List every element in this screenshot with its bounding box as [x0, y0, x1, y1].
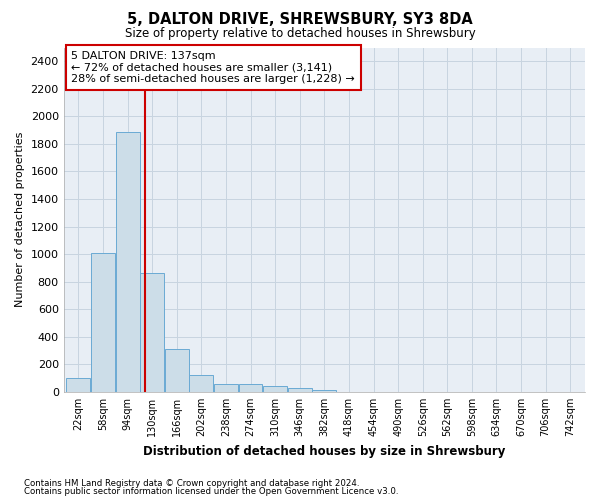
Text: 5 DALTON DRIVE: 137sqm
← 72% of detached houses are smaller (3,141)
28% of semi-: 5 DALTON DRIVE: 137sqm ← 72% of detached… [71, 51, 355, 84]
Bar [214, 384, 238, 392]
Bar [190, 376, 214, 392]
Bar [313, 390, 336, 392]
Bar [140, 274, 164, 392]
X-axis label: Distribution of detached houses by size in Shrewsbury: Distribution of detached houses by size … [143, 444, 506, 458]
Bar [239, 384, 262, 392]
Y-axis label: Number of detached properties: Number of detached properties [15, 132, 25, 308]
Text: Contains public sector information licensed under the Open Government Licence v3: Contains public sector information licen… [24, 487, 398, 496]
Bar [67, 378, 91, 392]
Text: Size of property relative to detached houses in Shrewsbury: Size of property relative to detached ho… [125, 28, 475, 40]
Bar [263, 386, 287, 392]
Bar [288, 388, 311, 392]
Text: Contains HM Land Registry data © Crown copyright and database right 2024.: Contains HM Land Registry data © Crown c… [24, 478, 359, 488]
Bar [116, 132, 140, 392]
Bar [165, 348, 189, 392]
Text: 5, DALTON DRIVE, SHREWSBURY, SY3 8DA: 5, DALTON DRIVE, SHREWSBURY, SY3 8DA [127, 12, 473, 28]
Bar [91, 253, 115, 392]
